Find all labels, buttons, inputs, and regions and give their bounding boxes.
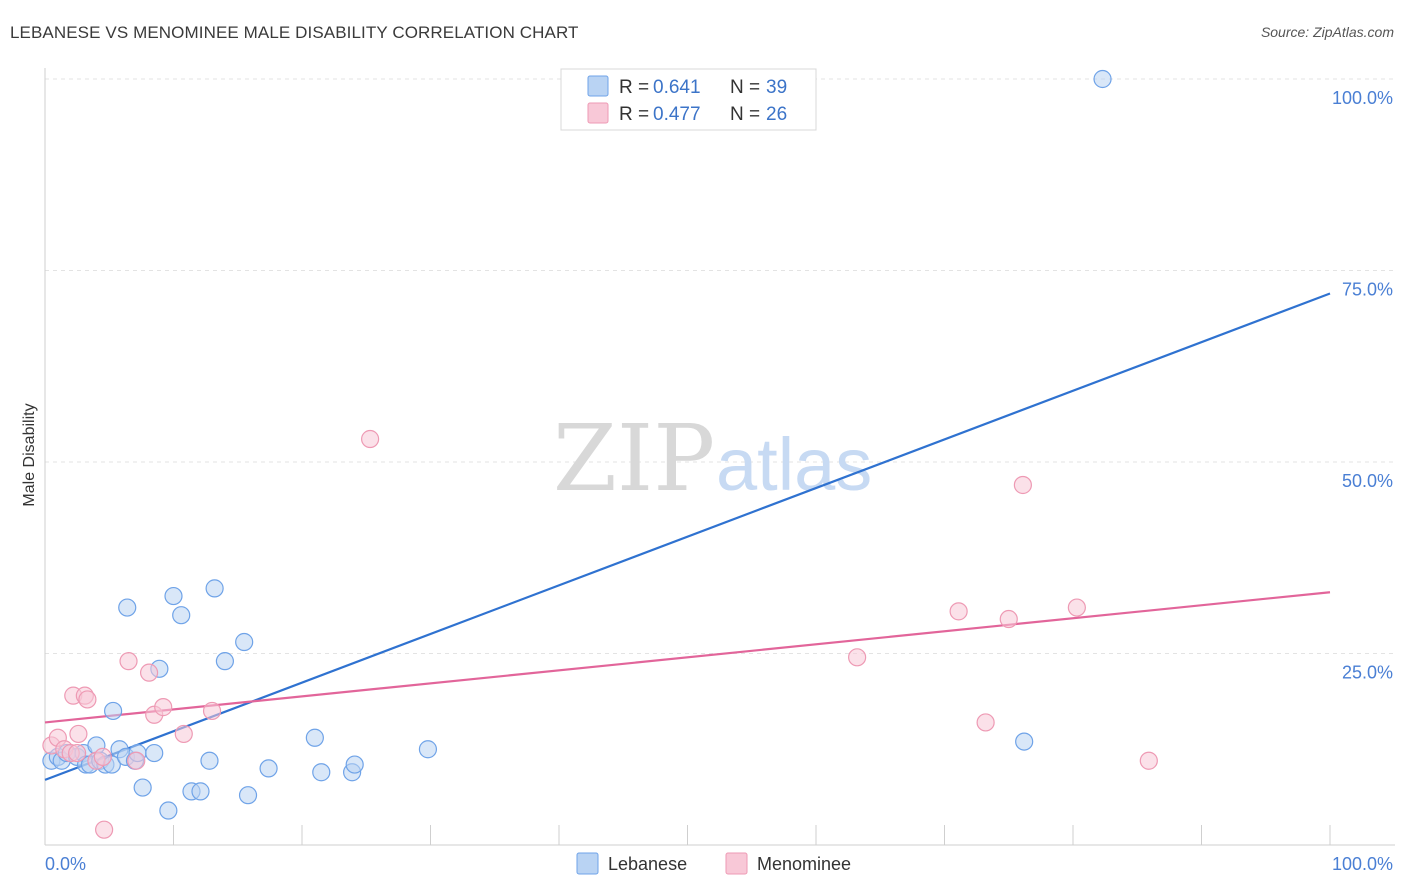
point-lebanese [259,759,278,778]
point-lebanese [312,763,331,782]
trend-line-lebanese [44,292,1331,781]
y-tick-label: 25.0% [1342,663,1393,683]
point-menominee [1067,598,1086,617]
watermark-zip: ZIP [553,405,715,512]
legend-r-label: R = [619,77,649,98]
point-menominee [848,648,867,667]
legend-r-value-menominee: 0.477 [653,104,701,125]
point-menominee [119,652,138,671]
point-lebanese [172,606,191,625]
chart-title: LEBANESE VS MENOMINEE MALE DISABILITY CO… [10,23,579,42]
y-tick-label: 75.0% [1342,280,1393,300]
point-lebanese [305,728,324,747]
point-menominee [174,724,193,744]
data-points [42,69,1158,839]
x-tick-label-max: 100.0% [1332,854,1393,874]
point-menominee [361,429,380,449]
point-lebanese [164,586,183,606]
y-tick-labels: 25.0% 50.0% 75.0% 100.0% [1332,88,1393,683]
legend-swatch-lebanese [576,852,599,875]
point-lebanese [1015,732,1034,751]
point-lebanese [345,755,364,774]
series-legend: Lebanese Menominee [576,852,851,875]
point-menominee [127,751,146,770]
point-menominee [139,663,159,682]
y-tick-label: 50.0% [1342,471,1393,491]
trend-lines [44,292,1331,781]
stats-legend: R = 0.641 N = 39 R = 0.477 N = 26 [560,68,817,131]
point-menominee [154,698,173,717]
point-menominee [202,701,222,721]
point-menominee [949,602,968,621]
point-lebanese [159,801,178,820]
point-menominee [1013,475,1032,495]
legend-label-lebanese: Lebanese [608,854,687,874]
point-menominee [68,743,87,763]
y-axis-title: Male Disability [21,403,38,506]
legend-swatch-lebanese [587,75,609,97]
point-lebanese [104,701,123,721]
point-lebanese [238,786,258,805]
point-lebanese [1093,69,1112,89]
point-menominee [999,609,1018,629]
source-label: Source: ZipAtlas.com [1260,24,1394,40]
gridlines [45,78,1395,654]
point-menominee [1139,751,1158,770]
point-menominee [93,747,112,767]
point-menominee [976,713,995,732]
legend-label-menominee: Menominee [757,854,851,874]
x-tick-label-min: 0.0% [45,854,86,874]
y-tick-label: 100.0% [1332,88,1393,108]
point-lebanese [235,632,254,652]
trend-line-menominee [44,591,1331,724]
x-tick-labels: 0.0% 100.0% [45,854,1393,874]
point-lebanese [200,751,219,770]
point-lebanese [145,743,164,763]
legend-swatch-menominee [725,852,748,875]
point-lebanese [191,782,210,801]
legend-n-value-menominee: 26 [766,104,787,125]
point-lebanese [133,778,152,797]
watermark-atlas: atlas [716,423,872,506]
point-menominee [78,690,97,709]
point-lebanese [118,598,137,617]
watermark: ZIP atlas [553,405,872,512]
legend-r-value-lebanese: 0.641 [653,77,701,98]
point-lebanese [205,579,224,598]
legend-n-label: N = [730,104,760,125]
legend-swatch-menominee [587,102,609,124]
point-menominee [95,820,114,839]
legend-r-label: R = [619,104,649,125]
axes [44,68,1395,846]
point-lebanese [215,652,234,671]
point-menominee [69,724,88,744]
point-lebanese [418,740,438,759]
legend-n-label: N = [730,77,760,98]
legend-n-value-lebanese: 39 [766,77,787,98]
